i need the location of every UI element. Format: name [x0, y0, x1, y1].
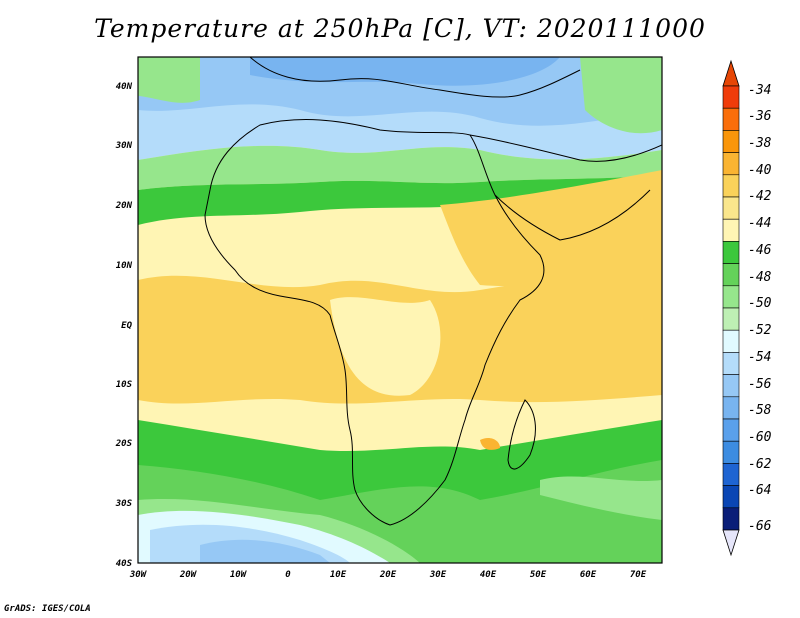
credit-text: GrADS: IGES/COLA — [4, 604, 91, 614]
colorbar-box — [722, 396, 740, 420]
field-yellow-congo — [330, 297, 441, 396]
colorbar-box — [722, 263, 740, 287]
lat-tick-label: 40N — [116, 82, 133, 92]
africa-coast — [204, 119, 545, 526]
lon-axis: 30W 20W 10W 0 10E 20E 30E 40E 50E 60E 70… — [129, 570, 647, 580]
colorbar-box — [722, 507, 740, 531]
colorbar-label: -60 — [748, 430, 772, 445]
lat-tick-label: 20S — [115, 439, 133, 449]
lat-tick-label: 30S — [115, 499, 133, 509]
colorbar-box — [722, 285, 740, 309]
lon-tick-label: 70E — [630, 570, 647, 580]
colorbar-box — [722, 329, 740, 353]
colorbar-box — [722, 241, 740, 264]
lon-tick-label: 50E — [530, 570, 547, 580]
plot-frame — [137, 56, 663, 564]
colorbar-label: -42 — [748, 189, 772, 204]
lat-tick-label: EQ — [121, 321, 132, 331]
lon-tick-label: 10E — [330, 570, 347, 580]
colorbar-label: -48 — [748, 270, 772, 285]
colorbar-label: -40 — [748, 163, 772, 178]
field-green-nw — [138, 57, 200, 103]
lat-tick-label: 40S — [116, 559, 133, 569]
madagascar-coast — [507, 399, 536, 470]
colorbar-label: -62 — [748, 457, 772, 472]
field-green-north — [138, 175, 662, 225]
field-blue-south — [200, 539, 330, 563]
lat-tick-label: 30N — [115, 141, 133, 151]
colorbar-box — [722, 352, 740, 375]
lat-tick-label: 10N — [116, 261, 133, 271]
temperature-field — [138, 57, 662, 563]
colorbar-label: -58 — [748, 403, 772, 418]
colorbar-box — [722, 440, 740, 464]
colorbar-box — [722, 174, 740, 198]
field-green-ne — [580, 57, 662, 134]
field-light-green-se — [540, 476, 662, 520]
colorbar-label: -44 — [748, 216, 771, 231]
colorbar-boxes — [722, 85, 740, 531]
colorbar-label: -54 — [748, 350, 771, 365]
arabia-north-coast — [469, 134, 662, 162]
colorbar-box — [722, 152, 740, 176]
arabia-south-coast — [494, 189, 651, 241]
lon-tick-label: 30E — [429, 570, 447, 580]
colorbar-box — [722, 130, 740, 153]
colorbar-labels: -34 -36 -38 -40 -42 -44 -46 -48 -50 -52 … — [748, 83, 772, 534]
field-orange-patch — [480, 437, 500, 450]
colorbar-label: -34 — [748, 83, 771, 98]
colorbar-box — [722, 485, 740, 509]
europe-coast — [249, 57, 581, 98]
lat-tick-label: 10S — [116, 380, 133, 390]
colorbar-label: -36 — [748, 109, 772, 124]
lon-tick-label: 0 — [285, 570, 291, 580]
colorbar-label: -52 — [748, 323, 772, 338]
lat-axis: 40N 30N 20N 10N EQ 10S 20S 30S 40S — [115, 82, 133, 569]
lon-tick-label: 10W — [230, 570, 248, 580]
colorbar-box — [722, 463, 740, 486]
field-light-green-north — [138, 145, 662, 190]
colorbar-label: -50 — [748, 296, 772, 311]
lon-tick-label: 20W — [179, 570, 198, 580]
lon-tick-label: 30W — [129, 570, 148, 580]
colorbar-label: -64 — [748, 483, 771, 498]
lon-tick-label: 60E — [580, 570, 597, 580]
lon-tick-label: 40E — [480, 570, 497, 580]
colorbar-bottom-arrow — [722, 529, 740, 557]
colorbar-top-arrow — [722, 59, 740, 87]
colorbar-label: -56 — [748, 377, 772, 392]
colorbar-box — [722, 196, 740, 220]
field-blue-core-north — [250, 57, 560, 86]
map-title: Temperature at 250hPa [C], VT: 202011100… — [94, 14, 706, 43]
colorbar-box — [722, 374, 740, 398]
field-orange-arabia — [440, 170, 662, 287]
lat-tick-label: 20N — [115, 201, 133, 211]
colorbar-box — [722, 85, 740, 109]
colorbar-label: -46 — [748, 243, 772, 258]
colorbar-label: -66 — [748, 519, 772, 534]
colorbar-label: -38 — [748, 136, 772, 151]
colorbar-box — [722, 418, 740, 442]
colorbar-box — [722, 307, 740, 331]
colorbar-box — [722, 107, 740, 131]
colorbar-box — [722, 218, 740, 242]
lon-tick-label: 20E — [379, 570, 397, 580]
colorbar: -34 -36 -38 -40 -42 -44 -46 -48 -50 -52 … — [722, 59, 772, 557]
coastlines — [204, 57, 662, 526]
